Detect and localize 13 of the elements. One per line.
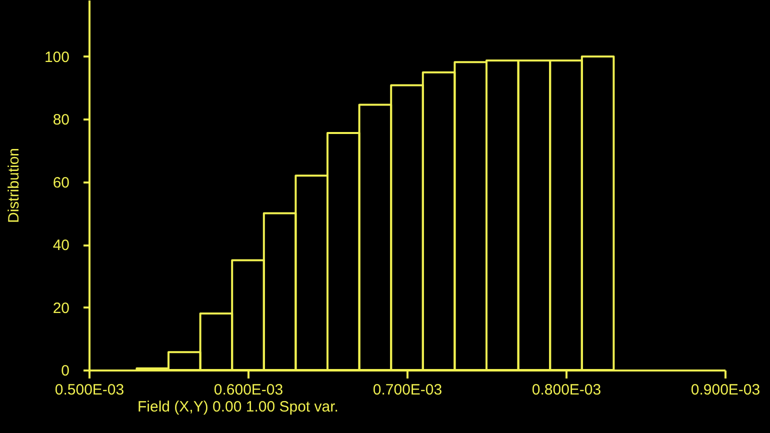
y-tick-label: 40 [52, 237, 70, 254]
x-axis-title: Field (X,Y) 0.00 1.00 Spot var. [138, 398, 338, 416]
x-tick-label: 0.900E-03 [690, 382, 760, 398]
y-tick-label: 20 [52, 300, 70, 317]
x-tick-label: 0.500E-03 [54, 382, 124, 398]
y-tick-label: 0 [61, 362, 70, 380]
y-tick-label: 100 [44, 48, 70, 66]
x-tick-label: 0.800E-03 [532, 382, 602, 398]
x-tick-label: 0.700E-03 [372, 382, 442, 398]
y-axis-title: Distribution [6, 148, 22, 224]
y-tick-label: 60 [52, 174, 70, 192]
x-tick-label: 0.600E-03 [214, 382, 284, 398]
y-tick-label: 80 [52, 112, 70, 129]
